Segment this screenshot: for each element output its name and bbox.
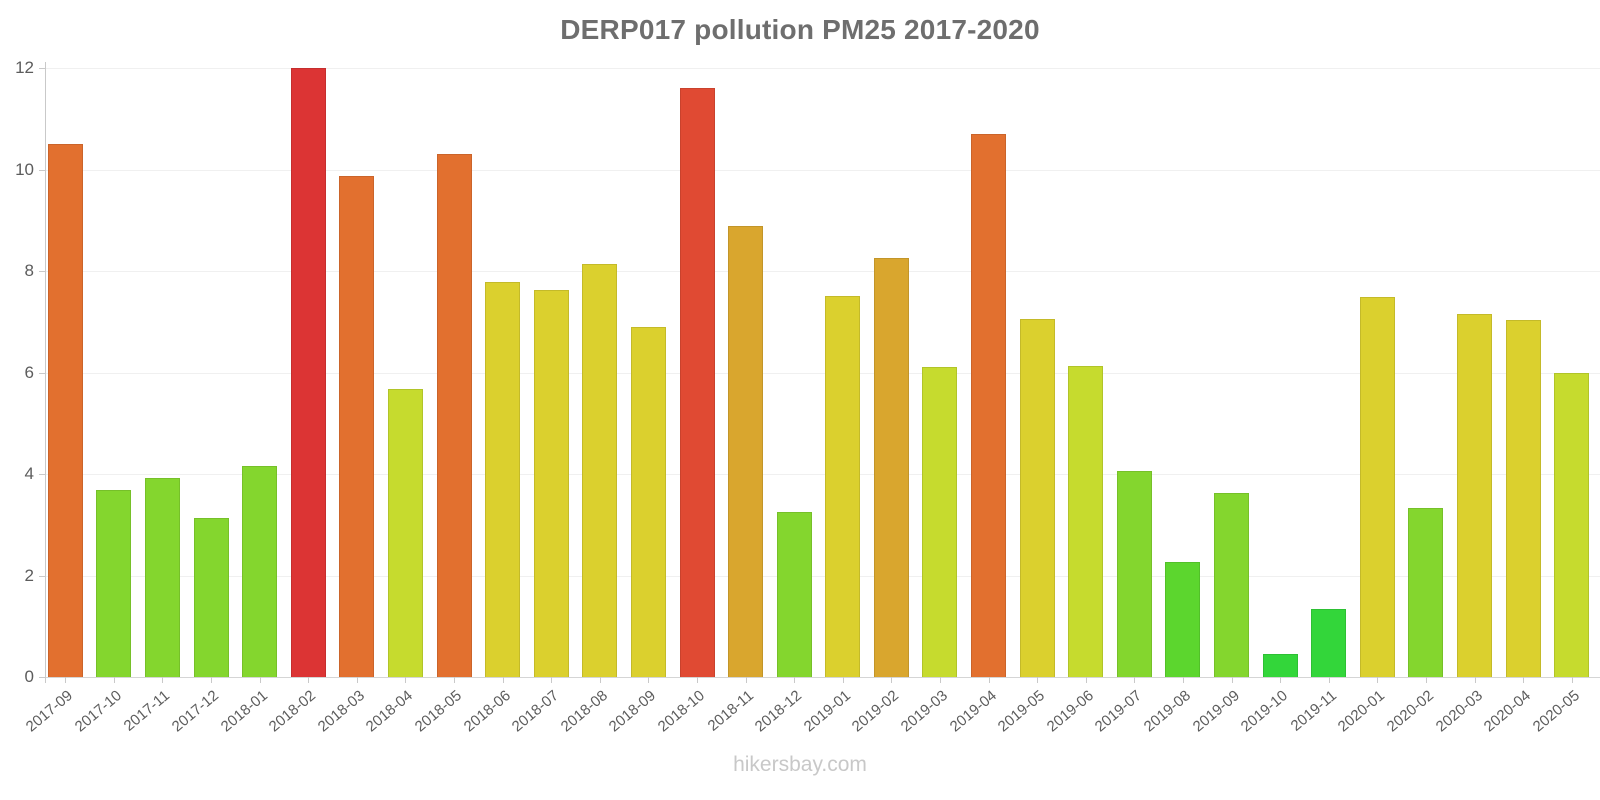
plot-area <box>45 68 1600 678</box>
y-tick-label: 12 <box>15 58 34 77</box>
gridline <box>45 372 1600 374</box>
bar-2017-10[interactable] <box>96 490 132 677</box>
y-tick-mark <box>39 677 46 678</box>
bar-2019-05[interactable] <box>1019 319 1055 677</box>
x-tick-mark <box>551 677 553 683</box>
y-tick-label: 8 <box>24 261 34 280</box>
x-tick-mark <box>259 677 261 683</box>
bar-2018-03[interactable] <box>339 176 375 677</box>
bar-2018-01[interactable] <box>242 466 278 677</box>
gridline <box>45 271 1600 272</box>
bar-2019-09[interactable] <box>1214 493 1250 677</box>
x-tick-mark <box>745 677 747 683</box>
bar-2019-07[interactable] <box>1116 471 1152 677</box>
x-tick-mark <box>405 677 407 683</box>
x-tick-mark <box>1280 677 1282 683</box>
x-tick-mark <box>939 677 941 683</box>
bar-2018-07[interactable] <box>533 290 569 677</box>
y-tick-mark <box>39 271 46 272</box>
bar-2019-06[interactable] <box>1068 366 1104 677</box>
bar-2018-06[interactable] <box>485 282 521 677</box>
bar-2020-03[interactable] <box>1457 314 1493 677</box>
x-axis-labels: 2017-09 2017-10 2017-11 2017-12 2018-01 2018-… <box>23 677 1600 787</box>
bar-2019-08[interactable] <box>1165 561 1201 677</box>
gridline <box>45 169 1600 171</box>
x-tick-mark <box>1377 677 1379 683</box>
x-tick-mark <box>1328 677 1330 683</box>
bar-2018-05[interactable] <box>436 154 472 677</box>
gridline <box>45 575 1600 577</box>
bar-2019-10[interactable] <box>1262 654 1298 677</box>
chart-title: DERP017 pollution PM25 2017-2020 <box>560 14 1040 45</box>
bar-2019-02[interactable] <box>873 258 909 677</box>
x-tick-mark <box>794 677 796 683</box>
bar-2017-12[interactable] <box>193 518 229 677</box>
x-tick-mark <box>648 677 650 683</box>
y-tick-mark <box>39 474 46 475</box>
bar-2020-05[interactable] <box>1554 372 1590 677</box>
y-tick-mark <box>39 68 46 69</box>
x-tick-mark <box>891 677 893 683</box>
bar-2018-04[interactable] <box>387 388 423 677</box>
bar-2018-11[interactable] <box>728 226 764 677</box>
x-tick-mark <box>1182 677 1184 683</box>
bar-2020-04[interactable] <box>1505 320 1541 677</box>
gridline <box>45 68 1600 69</box>
x-tick-mark <box>988 677 990 683</box>
x-tick-mark <box>65 677 67 683</box>
x-tick-mark <box>308 677 310 683</box>
x-tick-mark <box>1231 677 1233 683</box>
x-tick-mark <box>162 677 164 683</box>
x-tick-mark <box>211 677 213 683</box>
x-tick-mark <box>599 677 601 683</box>
y-tick-label: 2 <box>24 565 34 585</box>
y-tick-label: 10 <box>15 159 34 179</box>
y-tick-mark <box>39 169 46 171</box>
bar-2018-12[interactable] <box>776 512 812 677</box>
x-tick-mark <box>1523 677 1525 683</box>
bar-2020-01[interactable] <box>1359 297 1395 677</box>
gridline <box>45 474 1600 475</box>
y-tick-label: 4 <box>24 464 34 483</box>
y-tick-label: 0 <box>24 667 34 686</box>
bar-2018-09[interactable] <box>630 326 666 677</box>
x-tick-mark <box>113 677 115 683</box>
watermark-hikersbay: hikersbay.com <box>733 753 867 776</box>
x-tick-mark <box>1474 677 1476 683</box>
bar-2017-11[interactable] <box>144 477 180 677</box>
y-tick-mark <box>39 372 46 374</box>
x-tick-mark <box>1134 677 1136 683</box>
bar-2019-03[interactable] <box>922 367 958 677</box>
x-tick-mark <box>454 677 456 683</box>
x-tick-mark <box>697 677 699 683</box>
x-tick-mark <box>1571 677 1573 683</box>
bar-2019-04[interactable] <box>971 133 1007 677</box>
bar-2020-02[interactable] <box>1408 508 1444 677</box>
bar-2018-10[interactable] <box>679 88 715 677</box>
bars-layer <box>45 68 1600 677</box>
gridline <box>45 677 1600 678</box>
bar-2017-09[interactable] <box>47 144 83 677</box>
x-tick-mark <box>356 677 358 683</box>
x-tick-mark <box>1085 677 1087 683</box>
bar-2018-08[interactable] <box>582 264 618 677</box>
x-tick-mark <box>842 677 844 683</box>
x-tick-mark <box>502 677 504 683</box>
y-tick-mark <box>39 575 46 577</box>
x-tick-mark <box>1425 677 1427 683</box>
y-tick-label: 6 <box>24 362 34 382</box>
bar-2019-11[interactable] <box>1311 608 1347 677</box>
bar-2018-02[interactable] <box>290 68 326 677</box>
x-tick-mark <box>1037 677 1039 683</box>
bar-2019-01[interactable] <box>825 296 861 677</box>
